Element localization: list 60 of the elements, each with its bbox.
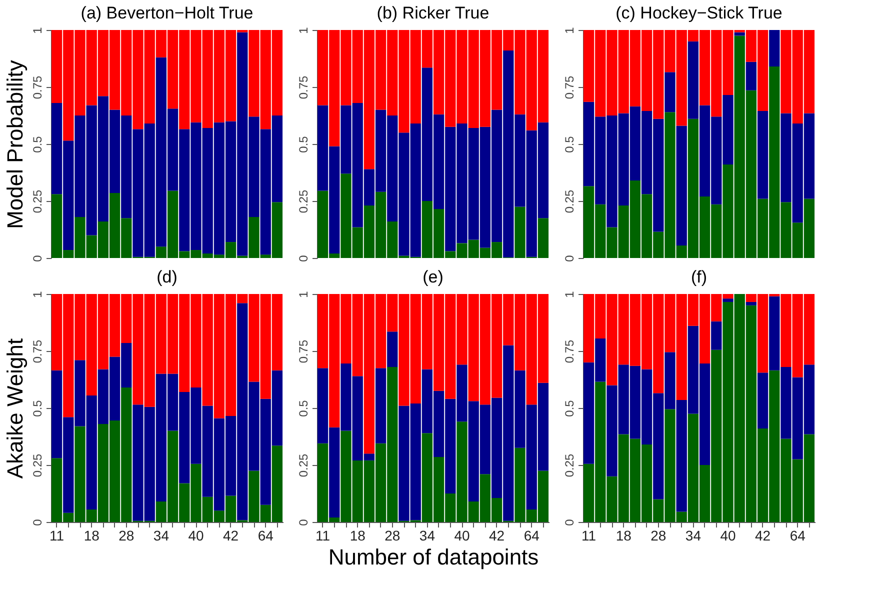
x-tick-label: 42 xyxy=(489,528,505,544)
y-tick-label: 0.5 xyxy=(30,400,44,417)
y-tick-label: 0.5 xyxy=(562,400,576,417)
x-tick-label: 64 xyxy=(790,528,806,544)
x-tick-label: 34 xyxy=(685,528,702,544)
y-tick-label: 0.25 xyxy=(296,190,310,214)
chart-title: (d) xyxy=(156,268,178,287)
chart-title: (e) xyxy=(422,268,444,287)
y-tick-label: 0.25 xyxy=(562,454,576,478)
y-tick-label: 1 xyxy=(562,290,576,298)
chart-title: (a) Beverton−Holt True xyxy=(80,4,254,23)
chart-title: (c) Hockey−Stick True xyxy=(616,4,782,23)
y-tick-label: 0 xyxy=(296,518,310,526)
x-tick-label: 34 xyxy=(419,528,436,544)
x-tick-label: 40 xyxy=(454,528,470,544)
x-tick-label: 34 xyxy=(153,528,170,544)
chart-title: (f) xyxy=(690,268,708,287)
y-tick-label: 1 xyxy=(296,290,310,298)
x-tick-label: 11 xyxy=(316,528,330,544)
x-tick-label: 11 xyxy=(50,528,64,544)
y-axis-title: Model Probability xyxy=(2,60,28,229)
y-tick-label: 0.75 xyxy=(30,76,44,100)
x-tick-label: 40 xyxy=(720,528,736,544)
y-tick-label: 0.25 xyxy=(30,190,44,214)
y-tick-label: 0.75 xyxy=(562,76,576,100)
x-tick-label: 18 xyxy=(84,528,100,544)
y-tick-label: 0.25 xyxy=(30,454,44,478)
y-tick-label: 1 xyxy=(562,26,576,34)
y-tick-label: 0 xyxy=(296,254,310,262)
x-tick-label: 40 xyxy=(188,528,204,544)
x-tick-label: 28 xyxy=(650,528,666,544)
y-tick-label: 0.75 xyxy=(30,340,44,364)
y-tick-label: 0 xyxy=(30,254,44,262)
y-tick-label: 0.5 xyxy=(30,136,44,153)
y-tick-label: 0 xyxy=(30,518,44,526)
y-tick-label: 1 xyxy=(30,26,44,34)
x-tick-label: 42 xyxy=(223,528,239,544)
x-tick-label: 64 xyxy=(258,528,274,544)
x-tick-label: 28 xyxy=(384,528,400,544)
y-tick-label: 1 xyxy=(30,290,44,298)
y-tick-label: 0.25 xyxy=(562,190,576,214)
x-tick-label: 18 xyxy=(350,528,366,544)
x-tick-label: 42 xyxy=(755,528,771,544)
x-tick-label: 18 xyxy=(616,528,632,544)
y-tick-label: 0.75 xyxy=(296,76,310,100)
x-axis-title: Number of datapoints xyxy=(328,544,539,570)
y-tick-label: 1 xyxy=(296,26,310,34)
x-tick-label: 11 xyxy=(582,528,596,544)
y-tick-label: 0 xyxy=(562,518,576,526)
y-axis-title: Akaike Weight xyxy=(2,338,28,479)
y-tick-label: 0.5 xyxy=(562,136,576,153)
x-tick-label: 28 xyxy=(118,528,134,544)
x-tick-label: 64 xyxy=(524,528,540,544)
chart-title: (b) Ricker True xyxy=(376,4,490,23)
y-tick-label: 0.5 xyxy=(296,136,310,153)
y-tick-label: 0.75 xyxy=(296,340,310,364)
y-tick-label: 0 xyxy=(562,254,576,262)
y-tick-label: 0.25 xyxy=(296,454,310,478)
y-tick-label: 0.5 xyxy=(296,400,310,417)
y-tick-label: 0.75 xyxy=(562,340,576,364)
